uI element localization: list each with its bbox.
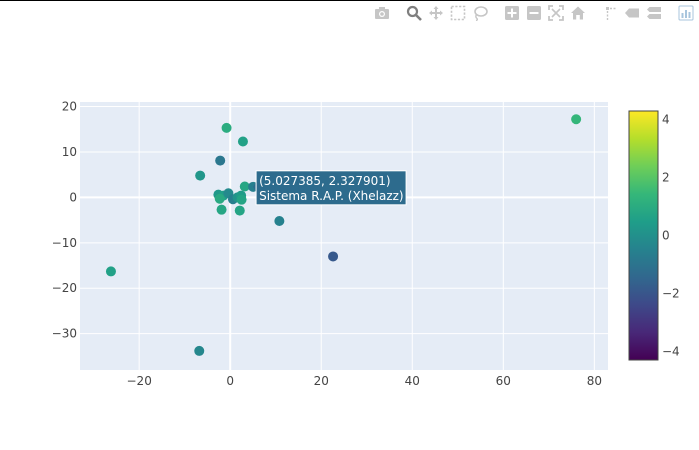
plot-background[interactable] <box>80 102 608 370</box>
zoom-out-icon <box>527 6 541 20</box>
scatter-point[interactable] <box>236 194 247 205</box>
lasso-select-icon <box>474 6 488 21</box>
scatter-point[interactable] <box>214 193 225 204</box>
camera-icon <box>375 7 389 19</box>
zoom-icon <box>406 5 422 21</box>
zoom-button[interactable] <box>405 3 423 23</box>
colorbar-tick-label: 0 <box>662 229 670 243</box>
x-tick-label: −20 <box>127 374 152 388</box>
spike-lines-icon <box>606 7 617 20</box>
autoscale-button[interactable] <box>547 3 565 23</box>
scatter-point[interactable] <box>194 345 205 356</box>
autoscale-icon <box>548 5 564 21</box>
colorbar <box>628 110 659 361</box>
reset-axes-button[interactable] <box>569 3 587 23</box>
colorbar-tick-label: −4 <box>662 344 680 358</box>
zoom-in-icon <box>505 6 519 20</box>
scatter-point[interactable] <box>105 266 116 277</box>
hover-pointer <box>253 181 257 192</box>
box-select-button[interactable] <box>449 3 467 23</box>
modebar-group <box>501 3 589 23</box>
scatter-point[interactable] <box>215 155 226 166</box>
pan-button[interactable] <box>427 3 445 23</box>
scatter-point[interactable] <box>274 216 285 227</box>
scatter-point[interactable] <box>571 114 582 125</box>
hover-closest-button[interactable] <box>623 3 641 23</box>
scatter-point[interactable] <box>216 204 227 215</box>
x-tick-label: 0 <box>226 374 234 388</box>
plot-modebar <box>361 2 697 24</box>
modebar-group <box>403 3 491 23</box>
y-tick-label: 20 <box>62 100 77 114</box>
hover-coordinates: (5.027385, 2.327901) <box>259 174 391 188</box>
modebar-group <box>675 3 697 23</box>
modebar-group <box>371 3 393 23</box>
modebar-group <box>599 3 665 23</box>
y-tick-label: −10 <box>52 236 77 250</box>
zoom-in-button[interactable] <box>503 3 521 23</box>
y-tick-label: 0 <box>69 190 77 204</box>
x-tick-label: 80 <box>587 374 602 388</box>
scatter-point[interactable] <box>328 251 339 262</box>
lasso-select-button[interactable] <box>471 3 489 23</box>
spike-lines-button[interactable] <box>601 3 619 23</box>
plotly-logo-button[interactable] <box>677 3 695 23</box>
colorbar-tick-label: −2 <box>662 286 680 300</box>
camera-button[interactable] <box>373 3 391 23</box>
pan-icon <box>429 6 443 20</box>
x-tick-label: 20 <box>314 374 329 388</box>
hover-compare-icon <box>647 7 661 19</box>
scatter-point[interactable] <box>239 181 250 192</box>
scatter-point[interactable] <box>234 205 245 216</box>
hover-closest-icon <box>625 8 639 18</box>
reset-axes-icon <box>571 6 585 20</box>
scatter-point[interactable] <box>221 122 232 133</box>
scatter-point[interactable] <box>195 170 206 181</box>
colorbar-tick-label: 2 <box>662 171 670 185</box>
hover-label-box <box>255 170 407 206</box>
y-tick-label: −20 <box>52 281 77 295</box>
scatter-point[interactable] <box>237 136 248 147</box>
plotly-logo-icon <box>678 5 694 21</box>
y-tick-label: 10 <box>62 145 77 159</box>
x-tick-label: 60 <box>496 374 511 388</box>
colorbar-tick-label: 4 <box>662 113 670 127</box>
x-tick-label: 40 <box>405 374 420 388</box>
y-tick-label: −30 <box>52 327 77 341</box>
zoom-out-button[interactable] <box>525 3 543 23</box>
hover-point-name: Sistema R.A.P. (Xhelazz) <box>259 189 404 203</box>
box-select-icon <box>450 5 466 21</box>
hover-compare-button[interactable] <box>645 3 663 23</box>
window-top-border <box>0 0 699 1</box>
